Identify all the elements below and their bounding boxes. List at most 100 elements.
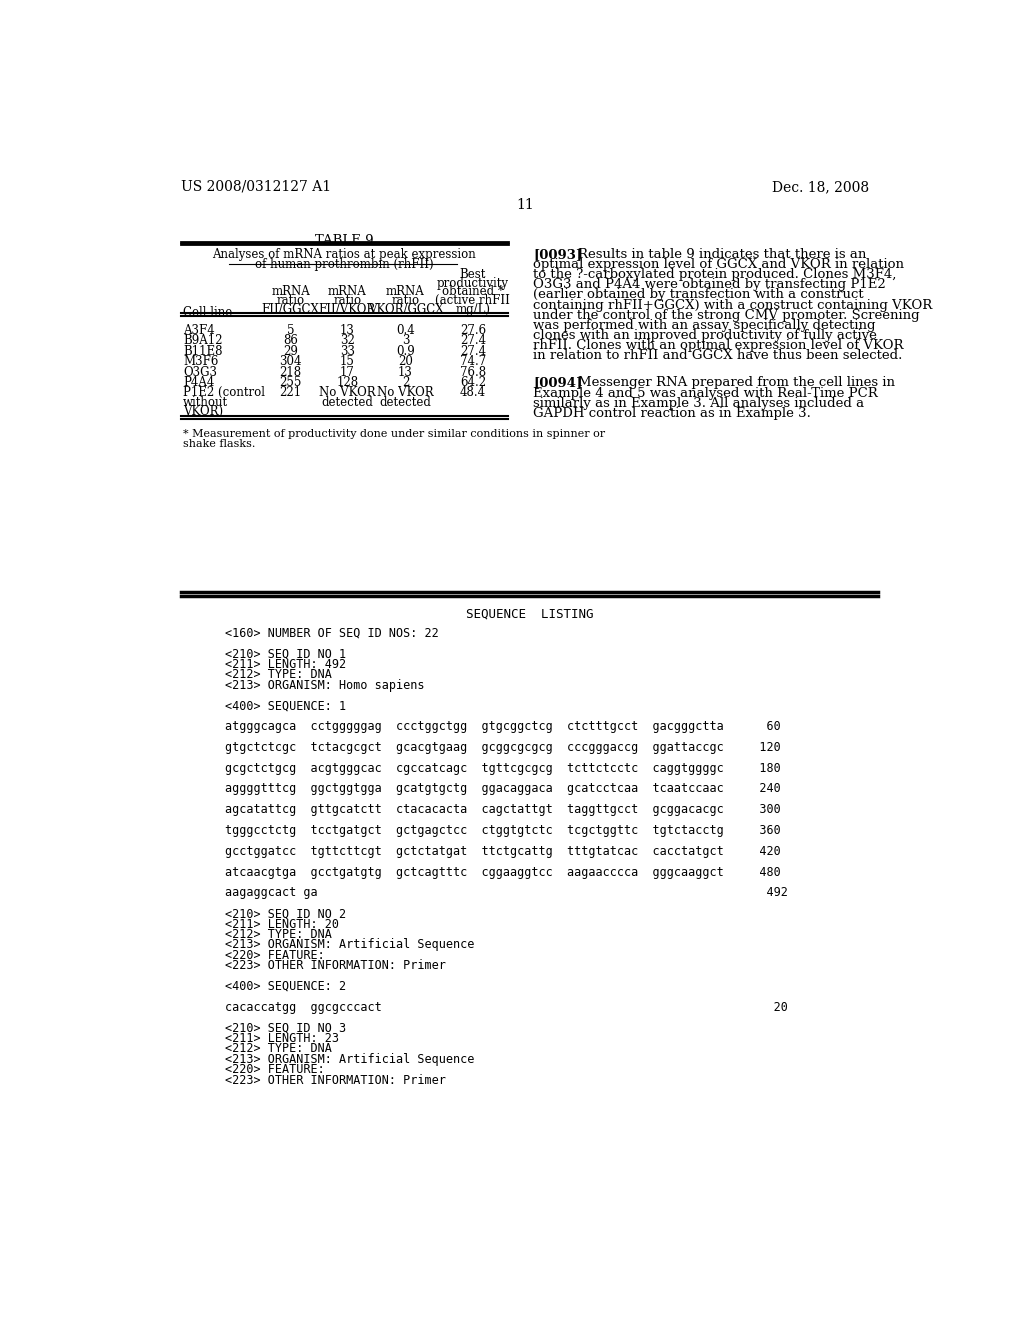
- Text: 0.9: 0.9: [396, 345, 415, 358]
- Text: <210> SEQ ID NO 1: <210> SEQ ID NO 1: [225, 647, 346, 660]
- Text: <220> FEATURE:: <220> FEATURE:: [225, 1063, 325, 1076]
- Text: 221: 221: [280, 387, 302, 400]
- Text: in relation to rhFII and GGCX have thus been selected.: in relation to rhFII and GGCX have thus …: [534, 350, 903, 363]
- Text: 13: 13: [398, 366, 413, 379]
- Text: 15: 15: [340, 355, 354, 368]
- Text: <211> LENGTH: 492: <211> LENGTH: 492: [225, 657, 346, 671]
- Text: 304: 304: [280, 355, 302, 368]
- Text: shake flasks.: shake flasks.: [183, 438, 255, 449]
- Text: <213> ORGANISM: Artificial Sequence: <213> ORGANISM: Artificial Sequence: [225, 939, 474, 952]
- Text: 29: 29: [284, 345, 298, 358]
- Text: FII/GGCX: FII/GGCX: [262, 304, 319, 317]
- Text: mg/L): mg/L): [456, 304, 490, 317]
- Text: US 2008/0312127 A1: US 2008/0312127 A1: [180, 180, 331, 194]
- Text: productivity: productivity: [437, 277, 509, 289]
- Text: 17: 17: [340, 366, 354, 379]
- Text: (earlier obtained by transfection with a construct: (earlier obtained by transfection with a…: [534, 288, 864, 301]
- Text: P1E2 (control: P1E2 (control: [183, 387, 265, 400]
- Text: 11: 11: [516, 198, 534, 213]
- Text: [0093]: [0093]: [534, 248, 583, 261]
- Text: 86: 86: [284, 334, 298, 347]
- Text: 2: 2: [401, 376, 410, 389]
- Text: <213> ORGANISM: Homo sapiens: <213> ORGANISM: Homo sapiens: [225, 678, 424, 692]
- Text: <223> OTHER INFORMATION: Primer: <223> OTHER INFORMATION: Primer: [225, 960, 445, 973]
- Text: Dec. 18, 2008: Dec. 18, 2008: [772, 180, 869, 194]
- Text: containing rhFII+GGCX) with a construct containing VKOR: containing rhFII+GGCX) with a construct …: [534, 298, 933, 312]
- Text: O3G3: O3G3: [183, 366, 217, 379]
- Text: to the ?-carboxylated protein produced. Clones M3F4,: to the ?-carboxylated protein produced. …: [534, 268, 897, 281]
- Text: ratio: ratio: [333, 294, 361, 308]
- Text: ratio: ratio: [276, 294, 305, 308]
- Text: GAPDH control reaction as in Example 3.: GAPDH control reaction as in Example 3.: [534, 407, 811, 420]
- Text: TABLE 9: TABLE 9: [315, 234, 374, 247]
- Text: 128: 128: [336, 376, 358, 389]
- Text: gtgctctcgc  tctacgcgct  gcacgtgaag  gcggcgcgcg  cccgggaccg  ggattaccgc     120: gtgctctcgc tctacgcgct gcacgtgaag gcggcgc…: [225, 741, 780, 754]
- Text: No VKOR: No VKOR: [319, 387, 376, 400]
- Text: gcctggatcc  tgttcttcgt  gctctatgat  ttctgcattg  tttgtatcac  cacctatgct     420: gcctggatcc tgttcttcgt gctctatgat ttctgca…: [225, 845, 780, 858]
- Text: B11E8: B11E8: [183, 345, 222, 358]
- Text: under the control of the strong CMV promoter. Screening: under the control of the strong CMV prom…: [534, 309, 920, 322]
- Text: <212> TYPE: DNA: <212> TYPE: DNA: [225, 928, 332, 941]
- Text: 76.8: 76.8: [460, 366, 486, 379]
- Text: 3: 3: [401, 334, 410, 347]
- Text: Example 4 and 5 was analysed with Real-Time PCR: Example 4 and 5 was analysed with Real-T…: [534, 387, 878, 400]
- Text: Messenger RNA prepared from the cell lines in: Messenger RNA prepared from the cell lin…: [579, 376, 895, 389]
- Text: Analyses of mRNA ratios at peak expression: Analyses of mRNA ratios at peak expressi…: [212, 248, 476, 261]
- Text: <160> NUMBER OF SEQ ID NOS: 22: <160> NUMBER OF SEQ ID NOS: 22: [225, 627, 438, 640]
- Text: clones with an improved productivity of fully active: clones with an improved productivity of …: [534, 329, 878, 342]
- Text: <400> SEQUENCE: 1: <400> SEQUENCE: 1: [225, 700, 346, 713]
- Text: <212> TYPE: DNA: <212> TYPE: DNA: [225, 668, 332, 681]
- Text: atcaacgtga  gcctgatgtg  gctcagtttc  cggaaggtcc  aagaacccca  gggcaaggct     480: atcaacgtga gcctgatgtg gctcagtttc cggaagg…: [225, 866, 780, 879]
- Text: O3G3 and P4A4 were obtained by transfecting P1E2: O3G3 and P4A4 were obtained by transfect…: [534, 279, 886, 292]
- Text: A3F4: A3F4: [183, 323, 215, 337]
- Text: gcgctctgcg  acgtgggcac  cgccatcagc  tgttcgcgcg  tcttctcctc  caggtggggc     180: gcgctctgcg acgtgggcac cgccatcagc tgttcgc…: [225, 762, 780, 775]
- Text: (active rhFII: (active rhFII: [435, 294, 510, 308]
- Text: 218: 218: [280, 366, 302, 379]
- Text: ratio: ratio: [391, 294, 420, 308]
- Text: <220> FEATURE:: <220> FEATURE:: [225, 949, 325, 962]
- Text: 32: 32: [340, 334, 354, 347]
- Text: 48.4: 48.4: [460, 387, 486, 400]
- Text: without: without: [183, 396, 228, 409]
- Text: 27.4: 27.4: [460, 334, 486, 347]
- Text: <212> TYPE: DNA: <212> TYPE: DNA: [225, 1043, 332, 1056]
- Text: Cell line: Cell line: [183, 306, 232, 319]
- Text: tgggcctctg  tcctgatgct  gctgagctcc  ctggtgtctc  tcgctggttc  tgtctacctg     360: tgggcctctg tcctgatgct gctgagctcc ctggtgt…: [225, 824, 780, 837]
- Text: <400> SEQUENCE: 2: <400> SEQUENCE: 2: [225, 979, 346, 993]
- Text: No VKOR: No VKOR: [377, 387, 434, 400]
- Text: VKOR): VKOR): [183, 405, 223, 418]
- Text: <211> LENGTH: 20: <211> LENGTH: 20: [225, 917, 339, 931]
- Text: detected: detected: [380, 396, 431, 409]
- Text: agcatattcg  gttgcatctt  ctacacacta  cagctattgt  taggttgcct  gcggacacgc     300: agcatattcg gttgcatctt ctacacacta cagctat…: [225, 804, 780, 816]
- Text: 33: 33: [340, 345, 355, 358]
- Text: aggggtttcg  ggctggtgga  gcatgtgctg  ggacaggaca  gcatcctcaa  tcaatccaac     240: aggggtttcg ggctggtgga gcatgtgctg ggacagg…: [225, 783, 780, 796]
- Text: 27.6: 27.6: [460, 323, 486, 337]
- Text: rhFII. Clones with an optimal expression level of VKOR: rhFII. Clones with an optimal expression…: [534, 339, 904, 352]
- Text: M3F6: M3F6: [183, 355, 218, 368]
- Text: SEQUENCE  LISTING: SEQUENCE LISTING: [466, 607, 593, 620]
- Text: P4A4: P4A4: [183, 376, 214, 389]
- Text: 20: 20: [398, 355, 413, 368]
- Text: Results in table 9 indicates that there is an: Results in table 9 indicates that there …: [579, 248, 866, 261]
- Text: <211> LENGTH: 23: <211> LENGTH: 23: [225, 1032, 339, 1045]
- Text: <223> OTHER INFORMATION: Primer: <223> OTHER INFORMATION: Primer: [225, 1073, 445, 1086]
- Text: optimal expression level of GGCX and VKOR in relation: optimal expression level of GGCX and VKO…: [534, 257, 904, 271]
- Text: similarly as in Example 3. All analyses included a: similarly as in Example 3. All analyses …: [534, 397, 864, 409]
- Text: cacaccatgg  ggcgcccact                                                       20: cacaccatgg ggcgcccact 20: [225, 1001, 787, 1014]
- Text: mRNA: mRNA: [386, 285, 425, 298]
- Text: 64.2: 64.2: [460, 376, 486, 389]
- Text: * Measurement of productivity done under similar conditions in spinner or: * Measurement of productivity done under…: [183, 429, 605, 438]
- Text: 13: 13: [340, 323, 354, 337]
- Text: <210> SEQ ID NO 3: <210> SEQ ID NO 3: [225, 1022, 346, 1035]
- Text: 5: 5: [287, 323, 295, 337]
- Text: 74.7: 74.7: [460, 355, 486, 368]
- Text: was performed with an assay specifically detecting: was performed with an assay specifically…: [534, 319, 876, 331]
- Text: FII/VKOR: FII/VKOR: [318, 304, 376, 317]
- Text: mRNA: mRNA: [271, 285, 310, 298]
- Text: <213> ORGANISM: Artificial Sequence: <213> ORGANISM: Artificial Sequence: [225, 1053, 474, 1065]
- Text: 27.4: 27.4: [460, 345, 486, 358]
- Text: obtained *: obtained *: [442, 285, 504, 298]
- Text: detected: detected: [322, 396, 374, 409]
- Text: of human prothrombin (rhFII): of human prothrombin (rhFII): [255, 257, 433, 271]
- Text: aagaggcact ga                                                               492: aagaggcact ga 492: [225, 887, 787, 899]
